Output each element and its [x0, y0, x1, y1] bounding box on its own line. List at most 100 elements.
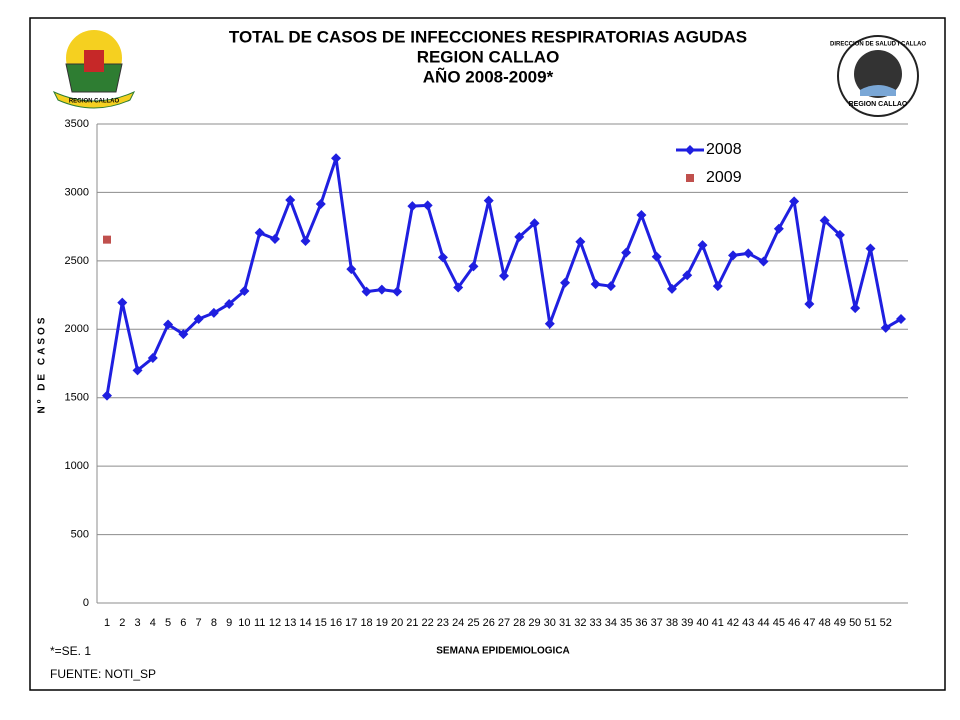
- marker: [132, 365, 143, 376]
- x-tick-label: 4: [150, 617, 156, 629]
- marker: [896, 314, 906, 325]
- marker: [376, 284, 387, 295]
- marker: [651, 251, 662, 262]
- x-tick-label: 33: [589, 617, 601, 629]
- x-tick-label: 7: [196, 617, 202, 629]
- note: FUENTE: NOTI_SP: [50, 667, 156, 681]
- logo-text: REGION CALLAO: [849, 101, 908, 108]
- logo-text: REGION CALLAO: [69, 99, 120, 105]
- marker: [621, 247, 632, 258]
- marker: [453, 282, 464, 293]
- marker: [789, 196, 800, 207]
- marker: [392, 286, 403, 297]
- marker: [422, 200, 433, 211]
- marker: [697, 240, 708, 251]
- x-tick-label: 30: [544, 617, 556, 629]
- x-tick-label: 9: [226, 617, 232, 629]
- frame: [29, 17, 946, 691]
- logo-text: DIRECCION DE SALUD I CALLAO: [830, 42, 926, 48]
- x-tick-label: 37: [651, 617, 663, 629]
- x-tick-label: 35: [620, 617, 632, 629]
- x-tick-label: 19: [376, 617, 388, 629]
- marker: [804, 298, 815, 309]
- chart-title: AÑO 2008-2009*: [423, 66, 554, 86]
- marker: [239, 285, 250, 296]
- marker: [560, 277, 571, 288]
- legend-marker: [686, 174, 694, 182]
- x-tick-label: 44: [757, 617, 769, 629]
- x-tick-label: 45: [773, 617, 785, 629]
- logo-right: DIRECCION DE SALUD I CALLAO REGION CALLA…: [830, 35, 926, 117]
- x-tick-label: 13: [284, 617, 296, 629]
- x-tick-label: 14: [299, 617, 311, 629]
- marker: [315, 199, 326, 210]
- y-axis-label: Nº DE CASOS: [37, 315, 48, 414]
- x-tick-label: 17: [345, 617, 357, 629]
- x-tick-label: 38: [666, 617, 678, 629]
- marker: [514, 231, 525, 242]
- y-tick-label: 2000: [65, 323, 89, 335]
- x-tick-label: 25: [467, 617, 479, 629]
- marker: [773, 223, 784, 234]
- y-tick-label: 3000: [65, 186, 89, 198]
- marker: [163, 319, 174, 330]
- marker: [529, 218, 540, 229]
- marker: [285, 194, 296, 205]
- x-tick-label: 52: [880, 617, 892, 629]
- marker: [331, 153, 342, 164]
- x-tick-label: 5: [165, 617, 171, 629]
- x-tick-label: 3: [134, 617, 140, 629]
- marker: [147, 353, 158, 364]
- x-tick-label: 6: [180, 617, 186, 629]
- x-tick-label: 16: [330, 617, 342, 629]
- marker: [346, 264, 357, 275]
- marker: [193, 314, 204, 325]
- x-tick-label: 47: [803, 617, 815, 629]
- x-tick-label: 50: [849, 617, 861, 629]
- marker: [544, 318, 555, 329]
- x-tick-label: 29: [528, 617, 540, 629]
- x-tick-label: 34: [605, 617, 617, 629]
- x-tick-label: 15: [315, 617, 327, 629]
- x-axis-label: SEMANA EPIDEMIOLOGICA: [436, 646, 570, 657]
- y-tick-label: 0: [83, 597, 89, 609]
- x-tick-label: 31: [559, 617, 571, 629]
- x-tick-label: 11: [254, 617, 265, 629]
- x-tick-label: 10: [238, 617, 250, 629]
- marker: [361, 286, 372, 297]
- x-tick-label: 46: [788, 617, 800, 629]
- marker: [102, 390, 112, 401]
- y-tick-label: 500: [71, 528, 89, 540]
- x-tick-label: 49: [834, 617, 846, 629]
- y-tick-label: 1500: [65, 392, 89, 404]
- marker: [834, 229, 845, 240]
- x-tick-label: 12: [269, 617, 281, 629]
- x-tick-label: 2: [119, 617, 125, 629]
- x-tick-label: 26: [483, 617, 495, 629]
- marker: [666, 283, 677, 294]
- x-tick-label: 42: [727, 617, 739, 629]
- chart-title: REGION CALLAO: [417, 47, 560, 66]
- marker: [468, 261, 479, 272]
- x-tick-label: 32: [574, 617, 586, 629]
- x-tick-label: 23: [437, 617, 449, 629]
- marker: [224, 298, 235, 309]
- x-tick-label: 41: [712, 617, 724, 629]
- x-tick-label: 24: [452, 617, 464, 629]
- x-tick-label: 21: [406, 617, 418, 629]
- x-tick-label: 18: [360, 617, 372, 629]
- x-tick-label: 39: [681, 617, 693, 629]
- x-tick-label: 36: [635, 617, 647, 629]
- marker: [575, 236, 586, 247]
- x-tick-label: 48: [819, 617, 831, 629]
- x-tick-label: 22: [422, 617, 434, 629]
- marker: [712, 281, 723, 292]
- marker: [728, 250, 739, 261]
- marker: [117, 297, 128, 308]
- y-tick-label: 2500: [65, 255, 89, 267]
- x-tick-label: 8: [211, 617, 217, 629]
- legend-label: 2009: [706, 169, 742, 186]
- marker: [300, 236, 311, 247]
- x-tick-label: 51: [864, 617, 876, 629]
